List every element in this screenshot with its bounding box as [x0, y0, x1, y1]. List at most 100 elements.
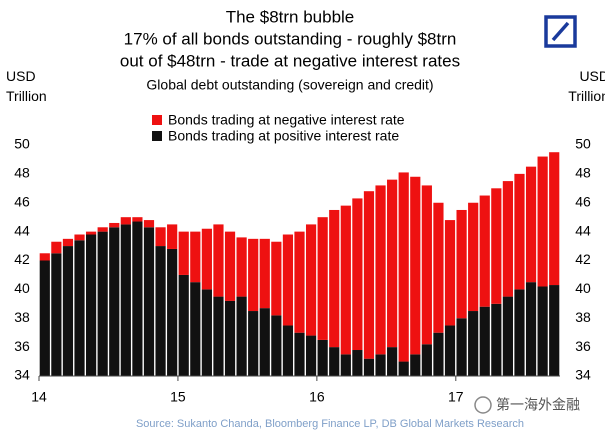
y-tick-label: 44 [14, 222, 30, 238]
bar-segment [398, 172, 409, 362]
bar-segment [317, 339, 328, 376]
bar-segment [120, 217, 131, 225]
bar-segment [340, 354, 351, 376]
bar-segment [537, 156, 548, 287]
bar-segment [86, 234, 97, 376]
bar-segment [143, 227, 155, 376]
bar-segment [491, 303, 502, 376]
bar-segment [329, 209, 340, 348]
x-tick-label: 16 [309, 389, 325, 405]
bar-segment [282, 234, 294, 326]
bar-segment [190, 282, 201, 376]
bar-segment [236, 237, 247, 297]
y2-tick-label: 38 [575, 309, 591, 325]
x-tick-label: 14 [31, 389, 47, 405]
bar-segment [294, 332, 305, 376]
bar-segment [525, 166, 537, 283]
bar-segment [433, 332, 444, 376]
title: The $8trn bubble [226, 7, 355, 26]
bar-segment [86, 231, 97, 235]
y2-tick-label: 48 [575, 165, 591, 181]
bar-segment [248, 311, 259, 376]
title: out of $48trn - trade at negative intere… [120, 51, 460, 70]
bar-segment [259, 308, 270, 376]
bar-segment [375, 354, 386, 376]
bar-segment [479, 306, 490, 376]
subtitle: Global debt outstanding (sovereign and c… [146, 77, 433, 93]
bar-segment [502, 181, 513, 297]
bar-segment [468, 311, 479, 376]
bar-segment [201, 228, 212, 290]
bar-segment [549, 285, 560, 376]
bar-segment [143, 220, 155, 228]
bar-segment [479, 195, 490, 307]
bar-segment [236, 296, 247, 376]
bar-segment [398, 361, 409, 376]
bar-segment [410, 354, 421, 376]
bar-segment [74, 240, 85, 376]
bar-segment [444, 325, 456, 376]
x-tick-label: 17 [448, 389, 464, 405]
y2-tick-label: 42 [575, 251, 591, 267]
y-tick-label: 42 [14, 251, 30, 267]
bar-segment [224, 231, 236, 301]
bar-segment [491, 188, 502, 304]
y-tick-label: 46 [14, 193, 30, 209]
bar-segment [456, 318, 467, 376]
bar-segment [167, 248, 178, 376]
y-tick-label: 36 [14, 338, 30, 354]
bar-segment [178, 274, 189, 376]
y-tick-label: 34 [14, 367, 30, 383]
bar-segment [190, 231, 201, 283]
bar-segment [213, 296, 224, 376]
y-tick-label: 38 [14, 309, 30, 325]
y2-tick-label: 36 [575, 338, 591, 354]
bar-segment [433, 202, 444, 333]
bar-segment [97, 231, 108, 376]
bar-segment [167, 224, 178, 249]
bar-segment [387, 347, 398, 376]
source: Source: Sukanto Chanda, Bloomberg Financ… [136, 418, 524, 430]
bar-segment [132, 221, 143, 376]
bar-segment [155, 246, 166, 376]
bar-segment [282, 325, 294, 376]
bar-segment [340, 205, 351, 355]
y2-tick-label: 40 [575, 280, 591, 296]
bar-segment [363, 191, 375, 359]
bar-segment [421, 185, 432, 345]
bar-segment [132, 217, 143, 222]
bar-segment [271, 241, 282, 316]
bar-segment [468, 202, 479, 312]
bar-segment [305, 224, 317, 336]
y2-axis-label: USD Trillion [568, 68, 605, 104]
bar-segment [456, 209, 467, 319]
bar-segment [514, 289, 525, 376]
bar-segment [109, 222, 120, 228]
y-tick-label: 40 [14, 280, 30, 296]
title: 17% of all bonds outstanding - roughly $… [124, 29, 457, 48]
bar-segment [329, 347, 340, 376]
bar-segment [51, 241, 62, 254]
bar-segment [502, 296, 513, 376]
y2-tick-label: 34 [575, 367, 591, 383]
bar-segment [109, 227, 120, 376]
y2-tick-label: 46 [575, 193, 591, 209]
logo [544, 15, 577, 48]
bar-segment [51, 253, 62, 376]
bar-segment [375, 185, 386, 355]
bar-segment [39, 253, 50, 261]
y-tick-label: 50 [14, 136, 30, 152]
bar-segment [294, 231, 305, 333]
y2-tick-label: 44 [575, 222, 591, 238]
y-tick-label: 48 [14, 165, 30, 181]
legend-label: Bonds trading at negative interest rate [168, 112, 405, 128]
bar-segment [514, 173, 525, 290]
legend-swatch [152, 115, 162, 125]
bar-segment [352, 350, 363, 376]
bar-segment [74, 234, 85, 241]
bar-segment [62, 246, 74, 376]
bar-segment [410, 176, 421, 355]
bar-segment [259, 238, 270, 309]
bar-segment [363, 358, 375, 376]
